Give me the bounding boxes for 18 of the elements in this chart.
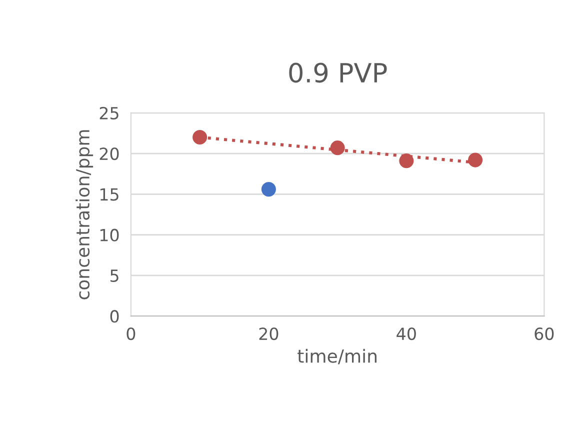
x-axis-title: time/min: [298, 348, 376, 364]
y-tick-label: 20: [100, 147, 119, 160]
point: [330, 140, 345, 156]
point: [261, 182, 276, 197]
y-axis-title: concentration/ppm: [76, 130, 94, 300]
chart-title: 0.9 PVP: [289, 62, 387, 83]
point: [468, 152, 483, 168]
y-tick-label: 15: [100, 188, 118, 201]
y-tick-label: 0: [110, 310, 119, 323]
x-tick-label: 0: [126, 327, 136, 340]
x-tick-label: 40: [396, 327, 416, 340]
y-tick-label: 5: [110, 270, 118, 282]
point: [399, 154, 414, 168]
y-tick-label: 10: [100, 228, 119, 242]
x-tick-label: 60: [534, 327, 554, 340]
x-tick-label: 20: [259, 327, 278, 340]
y-tick-label: 25: [100, 106, 118, 120]
point: [192, 130, 208, 145]
